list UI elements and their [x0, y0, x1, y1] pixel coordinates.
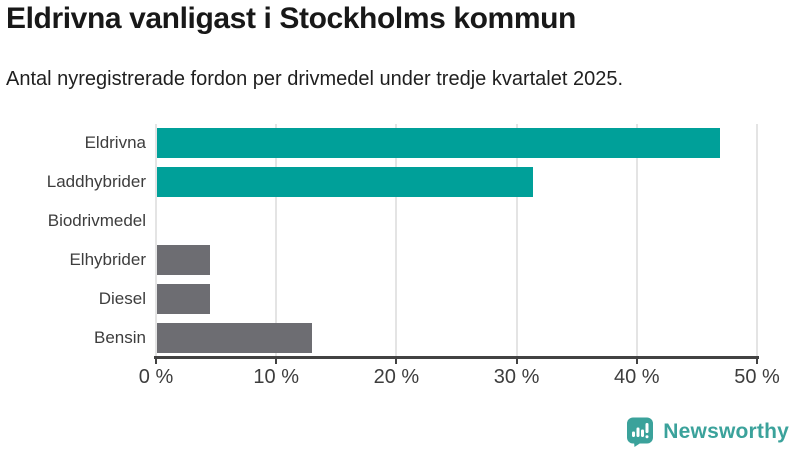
- brand-name: Newsworthy: [663, 420, 789, 443]
- x-tick-40%: [635, 358, 638, 364]
- chart-title: Eldrivna vanligast i Stockholms kommun: [6, 2, 576, 35]
- x-tick-label-50%: 50 %: [734, 366, 780, 388]
- x-tick-label-0%: 0 %: [138, 366, 174, 388]
- bar-laddhybrider: [157, 167, 534, 198]
- x-tick-label-30%: 30 %: [493, 366, 540, 388]
- gridline-0%: [155, 124, 157, 357]
- x-tick-label-10%: 10 %: [253, 366, 299, 388]
- x-axis-line: [154, 356, 759, 359]
- newsworthy-icon: [627, 417, 654, 447]
- category-label-eldrivna: Eldrivna: [84, 133, 146, 153]
- category-label-elhybrider: Elhybrider: [69, 249, 146, 269]
- x-tick-label-20%: 20 %: [373, 366, 420, 388]
- gridline-20%: [395, 124, 398, 357]
- plot-area: [155, 124, 758, 357]
- bar-elhybrider: [157, 244, 210, 275]
- bar-bensin: [157, 322, 313, 353]
- x-tick-20%: [395, 358, 398, 364]
- category-label-diesel: Diesel: [98, 288, 146, 308]
- category-label-laddhybrider: Laddhybrider: [46, 172, 146, 192]
- bar-eldrivna: [157, 128, 720, 159]
- bar-diesel: [157, 283, 210, 314]
- newsworthy-logo-link[interactable]: Newsworthy: [626, 417, 789, 447]
- x-tick-30%: [515, 358, 518, 364]
- chart-subtitle: Antal nyregistrerade fordon per drivmede…: [6, 68, 624, 90]
- x-tick-label-40%: 40 %: [614, 366, 660, 388]
- category-axis-labels: Eldrivna Laddhybrider Biodrivmedel Elhybrid…: [0, 124, 146, 357]
- x-tick-0%: [155, 358, 157, 364]
- gridline-10%: [275, 124, 278, 357]
- category-label-biodrivmedel: Biodrivmedel: [47, 211, 146, 231]
- gridline-40%: [635, 124, 638, 357]
- gridline-50%: [756, 124, 758, 357]
- x-tick-10%: [275, 358, 278, 364]
- gridline-30%: [515, 124, 518, 357]
- category-label-bensin: Bensin: [94, 327, 146, 347]
- x-tick-50%: [756, 358, 758, 364]
